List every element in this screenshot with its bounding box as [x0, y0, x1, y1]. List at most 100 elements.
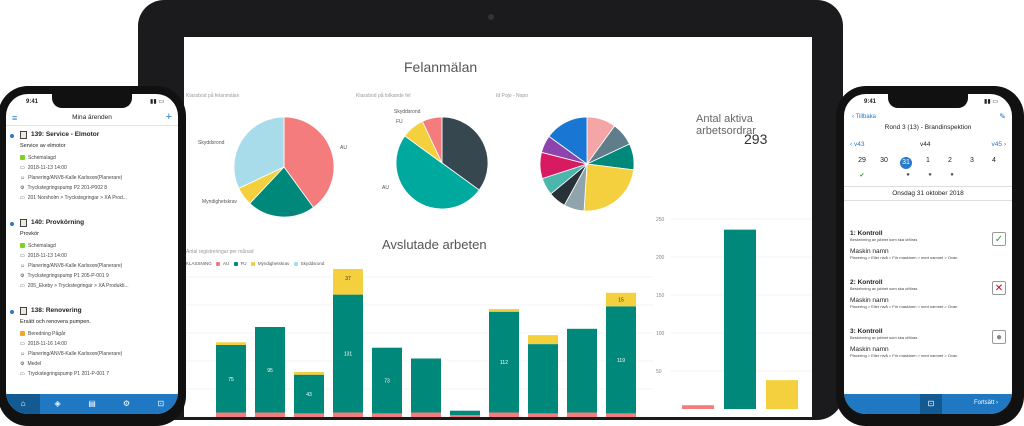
asset-icon: ⚙ [20, 273, 25, 279]
y-tick-label: 150 [656, 293, 665, 299]
status-dot-icon: ● [906, 172, 910, 178]
legend-fu: FU [240, 261, 247, 266]
active-orders-value: 293 [744, 131, 768, 147]
settings-tab-icon[interactable]: ⚙ [122, 399, 130, 408]
legend-myn: Myndighetskrav [257, 261, 290, 266]
task-status: Schemalagd [28, 155, 56, 161]
task-asset: Tryckstegringspump P2 201-P002 8 [27, 185, 108, 191]
legend-au-swatch [216, 261, 221, 266]
person-icon: ☺ [20, 175, 26, 181]
day-1[interactable]: 1 [926, 157, 930, 164]
bar-value-label: 15 [618, 298, 624, 304]
add-icon[interactable]: + [165, 111, 172, 123]
battery-icon: ▮▮ ▭ [150, 99, 164, 105]
check-item[interactable]: 3: Kontroll Beskrivning av jobbet som sk… [850, 328, 1006, 358]
inbox-tab-icon[interactable]: ⌂ [6, 394, 41, 414]
pie-chart-tolkande [396, 117, 488, 209]
status-icon [20, 331, 25, 337]
day-2[interactable]: 2 [948, 157, 952, 164]
pie2-caption: Klassbod på tolkande fel [356, 93, 411, 99]
task-person: Planering/ANV8-Kalle Karlsson(Planerare) [28, 351, 123, 357]
back-label: Tillbaka [855, 114, 877, 120]
current-week: v44 [920, 141, 931, 148]
scan-tab-icon[interactable]: ⊡ [157, 399, 165, 408]
bar-fu-8 [489, 311, 519, 413]
bar-value-label: 131 [344, 352, 353, 358]
bar-value-label: 75 [228, 377, 234, 383]
task-title: 139: Service - Elmotor [31, 131, 100, 138]
doc-tab-icon[interactable]: ▤ [88, 399, 96, 408]
day-4[interactable]: 4 [992, 157, 996, 164]
task-title: 140: Provkörning [31, 219, 85, 226]
status-icon [20, 155, 25, 161]
active-bar-Myndighetskrav [766, 380, 798, 409]
battery-icon: ▮▮ ▭ [984, 99, 998, 105]
document-icon [20, 131, 27, 139]
pie2-slice-3 [421, 117, 443, 164]
bar-fu-6 [411, 358, 441, 413]
pie1-slice-0 [283, 117, 334, 209]
y-tick-label: 200 [656, 255, 665, 261]
check-status-icon[interactable]: ✕ [992, 281, 1006, 295]
day-3[interactable]: 3 [970, 157, 974, 164]
prev-week-label: v43 [853, 141, 865, 148]
pie2-label-au: AU [382, 185, 389, 191]
y-tick-label: 250 [656, 217, 665, 223]
bar-myn-11 [606, 292, 636, 307]
menu-icon[interactable]: ≡ [12, 113, 18, 123]
status-icon [20, 243, 25, 249]
document-icon [20, 219, 27, 227]
unread-dot-icon [10, 222, 14, 226]
check-status-icon[interactable]: ● [992, 330, 1006, 344]
day-29[interactable]: 29 [858, 157, 866, 164]
pie2-label-skyddsrond: Skyddsrond [394, 109, 421, 115]
calendar-icon: ▭ [20, 253, 25, 259]
next-week-button[interactable]: v45 › [991, 141, 1006, 148]
bar-value-label: 43 [306, 392, 312, 398]
continue-button[interactable]: Fortsätt › [973, 400, 998, 406]
asset-icon: ⚙ [20, 361, 25, 367]
check-subtitle: Beskrivning av jobbet som ska utföras [850, 237, 918, 242]
bar-myn-1 [216, 342, 246, 345]
status-time: 9:41 [26, 99, 39, 105]
pie1-slice-1 [249, 166, 314, 217]
camera-icon [487, 14, 494, 20]
bar-chart-active: 250 200 150 100 50 [656, 217, 812, 409]
calendar-icon: ▭ [20, 341, 25, 347]
day-31[interactable]: 31 [900, 157, 912, 169]
laptop-frame: Felanmälan Klassbod på felanmälan Klassb… [138, 0, 843, 420]
check-subtitle: Beskrivning av jobbet som ska utföras [850, 335, 918, 340]
prev-week-button[interactable]: ‹ v43 [850, 141, 865, 148]
pie-chart-felanmalan [234, 117, 334, 217]
scan-icon[interactable]: ⊡ [920, 394, 942, 414]
bar-fu-4 [333, 294, 363, 413]
legend-klassning: KLASSNING [186, 261, 212, 266]
legend-fu-swatch [233, 261, 238, 266]
active-bar-AU [682, 405, 714, 409]
check-item[interactable]: 2: Kontroll Beskrivning av jobbet som sk… [850, 279, 1006, 309]
check-heading: 3: Kontroll [850, 328, 883, 335]
felanmalan-title: Felanmälan [404, 59, 478, 75]
phone-notch [52, 94, 132, 108]
task-asset: Tryckstegringspump P1 205-P-001 9 [27, 273, 109, 279]
task-asset: Medel [27, 361, 42, 367]
box-tab-icon[interactable]: ◈ [54, 399, 61, 408]
check-status-icon[interactable]: ✓ [992, 232, 1006, 246]
check-item[interactable]: 1: Kontroll Beskrivning av jobbet som sk… [850, 230, 1006, 260]
edit-icon[interactable]: ✎ [999, 112, 1006, 121]
bar-fu-11 [606, 306, 636, 414]
check-heading: 2: Kontroll [850, 279, 883, 286]
pie1-label-myndighet: Myndighetskrav [202, 199, 238, 205]
task-location: 205_Ekeby > Tryckstegringar > XA Produkt… [27, 283, 129, 289]
machine-path: Placering > Eller nivå > För maskinen > … [850, 304, 958, 309]
day-30[interactable]: 30 [880, 157, 888, 164]
machine-path: Placering > Eller nivå > För maskinen > … [850, 353, 958, 358]
pie3-slice-3 [583, 163, 634, 211]
bar-au-6 [411, 412, 441, 417]
pie1-slice-3 [234, 117, 285, 189]
round-title: Rond 3 (13) - Brandinspektion [884, 124, 972, 131]
task-person: Planering/ANV8-Kalle Karlsson(Planerare) [28, 175, 123, 181]
phone-notch [888, 94, 968, 108]
back-button[interactable]: ‹ Tillbaka [852, 114, 877, 120]
pie3-slice-9 [548, 117, 588, 165]
